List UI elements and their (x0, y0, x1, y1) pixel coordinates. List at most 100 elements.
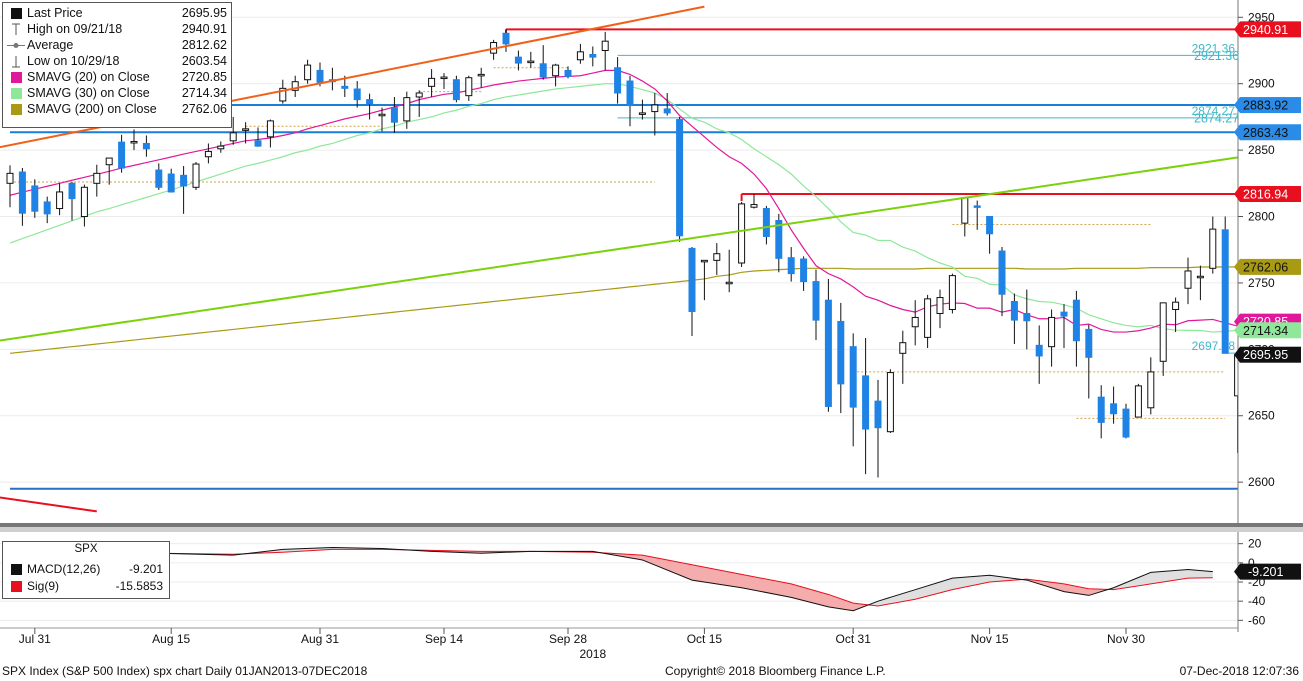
candle[interactable] (155, 163, 163, 190)
candle[interactable] (614, 57, 622, 104)
candle[interactable] (378, 107, 386, 132)
candle[interactable] (93, 164, 101, 197)
candle[interactable] (242, 122, 250, 144)
candle[interactable] (56, 183, 64, 216)
candle[interactable] (229, 116, 237, 145)
candle[interactable] (477, 67, 485, 88)
candle[interactable] (204, 143, 212, 164)
candle[interactable] (589, 46, 597, 67)
candle[interactable] (502, 29, 510, 52)
candle[interactable] (6, 165, 14, 208)
candle[interactable] (266, 119, 274, 148)
candle[interactable] (1010, 293, 1018, 345)
candle[interactable] (986, 216, 994, 254)
candle[interactable] (1072, 290, 1080, 367)
candle[interactable] (130, 129, 138, 151)
candle[interactable] (998, 247, 1006, 317)
candle[interactable] (738, 201, 746, 267)
candle[interactable] (1085, 324, 1093, 399)
candle-body-up (750, 204, 758, 208)
candle[interactable] (1097, 385, 1105, 439)
candle[interactable] (936, 289, 944, 329)
candle[interactable] (180, 166, 188, 214)
legend-value: 2720.85 (181, 70, 227, 84)
candle[interactable] (68, 181, 76, 221)
candle[interactable] (415, 90, 423, 117)
candle[interactable] (948, 273, 956, 314)
candle[interactable] (428, 69, 436, 97)
candle[interactable] (1023, 289, 1031, 350)
candle[interactable] (1035, 325, 1043, 384)
candle[interactable] (576, 43, 584, 64)
candle[interactable] (167, 168, 175, 193)
candle[interactable] (626, 75, 634, 127)
candle[interactable] (651, 92, 659, 136)
candle[interactable] (1134, 383, 1142, 418)
candle[interactable] (217, 141, 225, 153)
candles[interactable] (6, 29, 1242, 478)
candle[interactable] (390, 96, 398, 133)
candle[interactable] (1172, 297, 1180, 333)
candle[interactable] (874, 379, 882, 478)
candle[interactable] (192, 162, 200, 190)
candle[interactable] (1110, 386, 1118, 424)
candle[interactable] (564, 66, 572, 79)
candle[interactable] (638, 99, 646, 120)
candle[interactable] (18, 168, 26, 226)
candle[interactable] (886, 369, 894, 434)
candle[interactable] (1122, 403, 1130, 439)
candle[interactable] (452, 75, 460, 103)
candle[interactable] (700, 259, 708, 301)
candle[interactable] (812, 269, 820, 341)
candle[interactable] (824, 278, 832, 412)
macd-histogram-fill (605, 553, 872, 611)
candle[interactable] (353, 81, 361, 108)
candle[interactable] (787, 247, 795, 282)
candle[interactable] (514, 50, 522, 71)
candle[interactable] (973, 200, 981, 230)
candle[interactable] (1184, 257, 1192, 305)
candle[interactable] (527, 51, 535, 68)
candle[interactable] (663, 92, 671, 116)
candle[interactable] (862, 338, 870, 475)
candle[interactable] (750, 194, 758, 209)
candle[interactable] (118, 134, 126, 173)
candle[interactable] (403, 91, 411, 129)
candle[interactable] (725, 249, 733, 293)
candle[interactable] (304, 59, 312, 84)
candle[interactable] (465, 75, 473, 101)
candle[interactable] (31, 179, 39, 218)
candle[interactable] (899, 330, 907, 384)
candle[interactable] (800, 256, 808, 291)
candle[interactable] (105, 157, 113, 185)
candle[interactable] (539, 45, 547, 80)
candle[interactable] (849, 333, 857, 447)
candle[interactable] (775, 213, 783, 273)
candle[interactable] (142, 135, 150, 157)
candle[interactable] (713, 243, 721, 275)
candle[interactable] (837, 302, 845, 414)
candle[interactable] (1221, 216, 1229, 354)
candle[interactable] (676, 116, 684, 242)
candle[interactable] (1048, 309, 1056, 367)
candle[interactable] (80, 184, 88, 227)
candle[interactable] (440, 73, 448, 90)
candle[interactable] (43, 196, 51, 224)
candle[interactable] (291, 75, 299, 97)
candle[interactable] (688, 247, 696, 337)
candle[interactable] (1060, 304, 1068, 349)
candle[interactable] (601, 31, 609, 71)
candle[interactable] (1209, 216, 1217, 274)
candle[interactable] (1159, 302, 1167, 376)
candle[interactable] (552, 63, 560, 87)
candle[interactable] (366, 93, 374, 120)
candle[interactable] (762, 205, 770, 245)
candle[interactable] (924, 294, 932, 349)
candle-body-up (1134, 385, 1142, 418)
price-tag-pointer (1234, 124, 1240, 141)
candle[interactable] (1147, 357, 1155, 415)
candle[interactable] (911, 300, 919, 346)
candle[interactable] (254, 127, 262, 147)
candle[interactable] (1196, 265, 1204, 301)
